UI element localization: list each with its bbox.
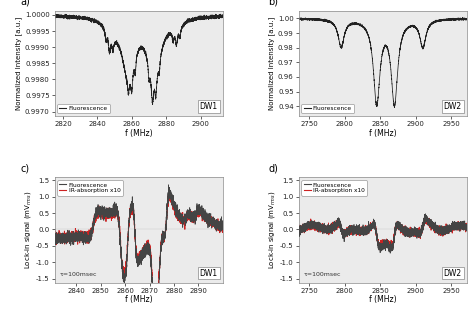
Text: DW1: DW1: [200, 269, 218, 277]
X-axis label: f (MHz): f (MHz): [369, 129, 397, 138]
Text: a): a): [21, 0, 31, 7]
Y-axis label: Lock-in signal (mV$_{rms}$): Lock-in signal (mV$_{rms}$): [267, 191, 277, 269]
Legend: Fluorescence: Fluorescence: [301, 104, 354, 113]
Text: d): d): [268, 163, 278, 173]
Text: DW2: DW2: [444, 269, 462, 277]
X-axis label: f (MHz): f (MHz): [369, 295, 397, 304]
Y-axis label: Normalized Intensity [a.u.]: Normalized Intensity [a.u.]: [268, 17, 275, 110]
Legend: Fluorescence, IR-absorption x10: Fluorescence, IR-absorption x10: [301, 180, 367, 196]
Legend: Fluorescence, IR-absorption x10: Fluorescence, IR-absorption x10: [57, 180, 123, 196]
Text: τ=100msec: τ=100msec: [60, 272, 97, 277]
Y-axis label: Normalized Intensity [a.u.]: Normalized Intensity [a.u.]: [15, 17, 22, 110]
Y-axis label: Lock-in signal (mV$_{rms}$): Lock-in signal (mV$_{rms}$): [23, 191, 33, 269]
Text: b): b): [268, 0, 278, 7]
Text: DW1: DW1: [200, 102, 218, 111]
X-axis label: f (MHz): f (MHz): [125, 129, 153, 138]
Text: c): c): [21, 163, 30, 173]
Text: DW2: DW2: [444, 102, 462, 111]
X-axis label: f (MHz): f (MHz): [125, 295, 153, 304]
Text: τ=100msec: τ=100msec: [304, 272, 341, 277]
Legend: Fluorescence: Fluorescence: [57, 104, 110, 113]
